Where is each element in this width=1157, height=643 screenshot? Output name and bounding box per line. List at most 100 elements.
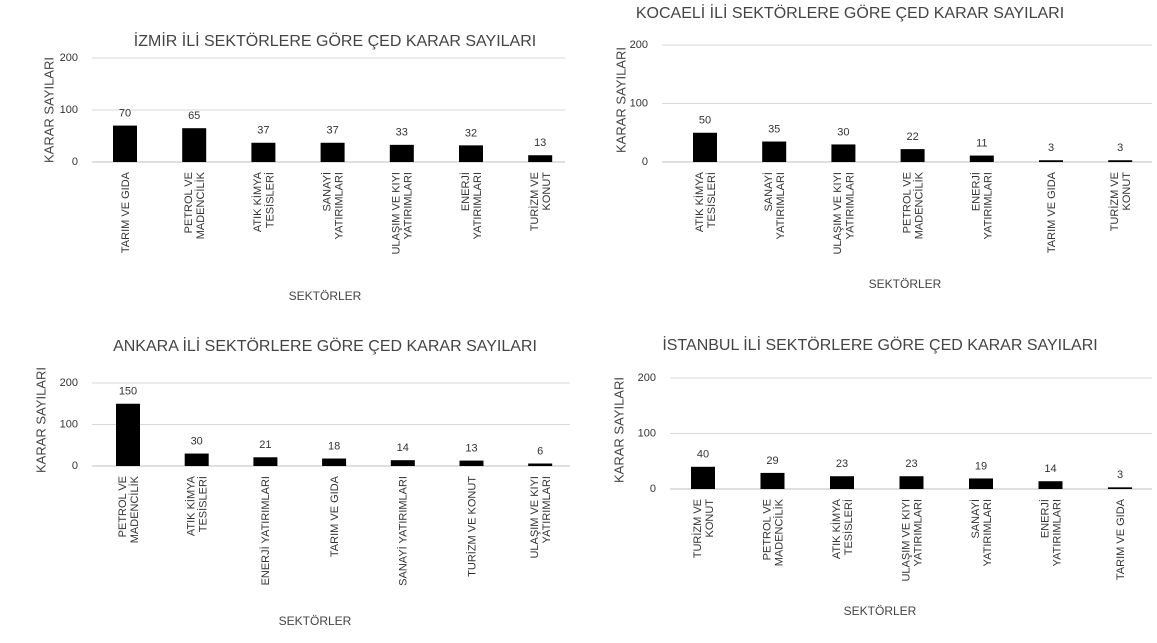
y-axis-title: KARAR SAYILARI — [611, 377, 626, 483]
bar — [322, 458, 347, 466]
data-label: 11 — [976, 137, 987, 149]
data-label: 37 — [257, 125, 269, 137]
y-axis-title: KARAR SAYILARI — [613, 47, 628, 153]
bar — [1038, 481, 1063, 489]
data-label: 35 — [768, 123, 780, 135]
bar — [899, 476, 924, 489]
data-label: 3 — [1117, 469, 1123, 481]
bar — [113, 125, 137, 162]
x-tick-label: ULAŞIM VE KIYIYATIRIMLARI — [832, 172, 856, 255]
bar — [693, 132, 717, 162]
x-tick-label: PETROL VEMADENCİLİK — [901, 171, 925, 239]
data-label: 30 — [191, 435, 203, 447]
x-tick-label: PETROL VEMADENCİLİK — [183, 171, 207, 239]
y-tick-label: 100 — [638, 427, 656, 439]
data-label: 37 — [326, 125, 338, 137]
data-label: 65 — [188, 110, 200, 122]
data-label: 19 — [975, 460, 987, 472]
bar — [900, 149, 925, 162]
bar — [830, 476, 854, 489]
bar — [184, 453, 209, 466]
y-tick-label: 200 — [630, 39, 648, 51]
bar — [459, 145, 483, 162]
bar — [1108, 487, 1132, 489]
y-tick-label: 200 — [60, 52, 78, 64]
bar — [762, 141, 787, 162]
data-label: 14 — [397, 442, 409, 454]
x-tick-label: TURİZM VEKONUT — [691, 499, 716, 559]
x-tick-label: ATIK KİMYATESİSLERİ — [830, 498, 855, 559]
x-tick-label: ULAŞIM VE KIYIYATIRIMLARI — [391, 172, 415, 255]
bar — [969, 478, 993, 489]
bar — [116, 403, 140, 466]
x-tick-label: ATIK KİMYATESİSLERİ — [251, 171, 276, 232]
data-label: 33 — [396, 127, 408, 139]
y-tick-label: 0 — [72, 460, 78, 472]
x-tick-label: SANAYİYATIRIMLARI — [762, 172, 787, 239]
data-label: 23 — [905, 458, 917, 470]
x-tick-label: ATIK KİMYATESİSLERİ — [184, 475, 209, 536]
x-tick-label: TURİZM VEKONUT — [1108, 172, 1133, 232]
bar — [528, 155, 553, 162]
x-tick-label: ENERJİ YATIRIMLARI — [259, 476, 272, 585]
y-tick-label: 200 — [638, 372, 656, 384]
x-tick-label: ULAŞIM VE KIYIYATIRIMLARI — [900, 499, 924, 582]
x-tick-label: ULAŞIM VE KIYIYATIRIMLARI — [529, 476, 553, 559]
data-label: 29 — [766, 455, 778, 467]
data-label: 6 — [537, 445, 543, 457]
data-label: 14 — [1044, 463, 1056, 475]
x-tick-label: SANAYİYATIRIMLARI — [969, 499, 994, 566]
data-label: 13 — [534, 137, 546, 149]
bar — [251, 142, 276, 162]
x-tick-label: TURİZM VE KONUT — [465, 476, 478, 577]
y-axis-title: KARAR SAYILARI — [41, 57, 56, 163]
data-label: 3 — [1117, 142, 1123, 154]
x-tick-label: TARIM VE GIDA — [329, 475, 341, 557]
chart-title: ANKARA İLİ SEKTÖRLERE GÖRE ÇED KARAR SAY… — [113, 336, 537, 355]
x-axis-title: SEKTÖRLER — [844, 604, 917, 618]
x-tick-label: PETROL VEMADENCİLİK — [761, 498, 785, 566]
chart-title: İSTANBUL İLİ SEKTÖRLERE GÖRE ÇED KARAR S… — [662, 335, 1097, 354]
y-axis-title: KARAR SAYILARI — [33, 367, 48, 473]
y-tick-label: 200 — [60, 377, 78, 389]
data-label: 70 — [119, 108, 131, 120]
x-tick-label: TARIM VE GIDA — [1115, 498, 1127, 580]
x-tick-label: ENERJİYATIRIMLARI — [459, 172, 484, 239]
data-label: 22 — [906, 131, 918, 143]
bar — [528, 463, 553, 466]
bar — [459, 460, 484, 466]
bar — [760, 472, 785, 489]
bar — [1108, 160, 1133, 162]
bar — [389, 144, 414, 162]
x-tick-label: SANAYİYATIRIMLARI — [320, 172, 345, 239]
bar — [1039, 160, 1063, 162]
data-label: 30 — [837, 126, 849, 138]
x-tick-label: TARIM VE GIDA — [1046, 171, 1058, 253]
data-label: 150 — [119, 386, 137, 398]
y-tick-label: 100 — [60, 104, 78, 116]
chart-title: İZMİR İLİ SEKTÖRLERE GÖRE ÇED KARAR SAYI… — [134, 31, 536, 50]
y-tick-label: 100 — [630, 97, 648, 109]
x-tick-label: SANAYİ YATIRIMLARI — [397, 476, 410, 586]
bar — [182, 128, 207, 162]
y-tick-label: 0 — [72, 156, 78, 168]
x-tick-label: ENERJİYATIRIMLARI — [1038, 499, 1063, 566]
data-label: 50 — [699, 115, 711, 127]
y-tick-label: 0 — [650, 483, 656, 495]
bar — [253, 457, 278, 466]
x-axis-title: SEKTÖRLER — [279, 614, 352, 628]
bar — [969, 155, 994, 162]
data-label: 3 — [1048, 142, 1054, 154]
x-tick-label: ENERJİYATIRIMLARI — [970, 172, 995, 239]
data-label: 40 — [697, 449, 709, 461]
bar — [390, 460, 415, 466]
x-tick-label: TARIM VE GIDA — [120, 171, 132, 253]
x-tick-label: TURİZM VEKONUT — [528, 172, 553, 232]
bar — [320, 142, 345, 162]
data-label: 13 — [465, 443, 477, 455]
data-label: 32 — [465, 127, 477, 139]
x-axis-title: SEKTÖRLER — [289, 289, 362, 303]
x-axis-title: SEKTÖRLER — [869, 277, 942, 291]
y-tick-label: 0 — [642, 156, 648, 168]
